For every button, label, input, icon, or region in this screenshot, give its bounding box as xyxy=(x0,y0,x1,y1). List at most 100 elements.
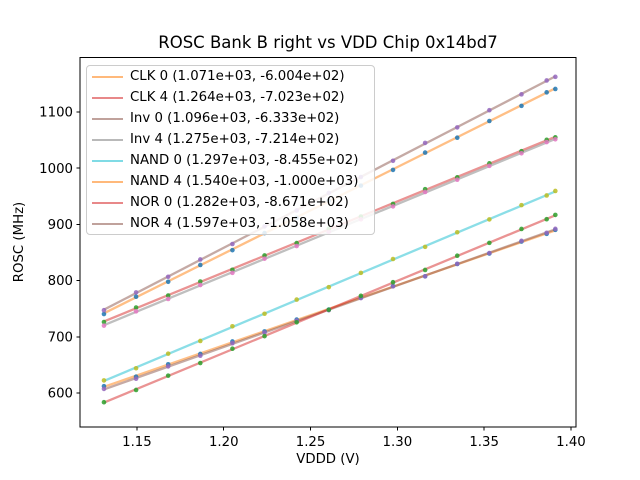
data-point xyxy=(230,241,235,247)
data-point xyxy=(390,279,396,285)
data-point xyxy=(454,253,460,258)
data-point xyxy=(165,274,171,280)
data-point xyxy=(294,297,299,302)
data-point xyxy=(198,279,203,284)
x-tick-label: 1.25 xyxy=(296,435,326,450)
data-point xyxy=(519,92,524,97)
legend-label: NAND 0 (1.297e+03, -8.455e+02) xyxy=(130,153,359,168)
data-point xyxy=(422,140,428,146)
legend-label: NAND 4 (1.540e+03, -1.000e+03) xyxy=(130,174,359,189)
data-point xyxy=(230,323,235,329)
y-tick-label: 700 xyxy=(48,330,73,345)
data-point xyxy=(487,250,492,256)
data-point xyxy=(422,189,428,195)
data-point xyxy=(326,307,332,313)
legend: CLK 0 (1.071e+03, -6.004e+02) CLK 4 (1.26… xyxy=(86,65,375,235)
data-point xyxy=(454,229,460,235)
data-point xyxy=(326,284,332,290)
plot-frame xyxy=(79,57,577,428)
data-point xyxy=(294,243,299,249)
data-point xyxy=(230,247,235,253)
data-point xyxy=(198,338,203,344)
legend-item: NAND 4 (1.540e+03, -1.000e+03) xyxy=(92,171,370,192)
legend-label: Inv 0 (1.096e+03, -6.333e+02) xyxy=(130,111,340,126)
data-point xyxy=(519,226,524,232)
data-point xyxy=(487,240,492,246)
data-point xyxy=(230,346,235,351)
data-point xyxy=(454,177,460,183)
data-point xyxy=(101,323,107,328)
data-point xyxy=(487,118,492,124)
data-point xyxy=(133,305,139,310)
data-point xyxy=(519,103,524,109)
data-point xyxy=(390,167,396,173)
data-point xyxy=(544,193,549,198)
data-point xyxy=(198,353,203,359)
y-tick-label: 800 xyxy=(48,274,73,289)
data-point xyxy=(165,296,171,302)
data-point xyxy=(133,376,139,382)
data-point xyxy=(422,273,428,279)
x-tick-label: 1.40 xyxy=(556,435,586,450)
data-point xyxy=(487,163,492,169)
data-point xyxy=(544,230,549,236)
data-point xyxy=(519,202,524,208)
x-axis-label: VDDD (V) xyxy=(296,452,360,467)
data-point xyxy=(553,212,558,218)
legend-line-swatch xyxy=(92,75,123,78)
x-tick-label: 1.15 xyxy=(122,435,152,450)
data-point xyxy=(358,270,364,276)
y-tick-label: 900 xyxy=(48,218,73,233)
data-point xyxy=(553,74,558,80)
data-point xyxy=(454,261,460,267)
data-point xyxy=(454,125,460,130)
legend-line-swatch xyxy=(92,138,123,141)
legend-label: CLK 0 (1.071e+03, -6.004e+02) xyxy=(130,69,345,84)
legend-label: NOR 0 (1.282e+03, -8.671e+02) xyxy=(130,195,349,210)
data-point xyxy=(230,340,235,346)
legend-label: Inv 4 (1.275e+03, -7.214e+02) xyxy=(130,132,340,147)
legend-item: Inv 0 (1.096e+03, -6.333e+02) xyxy=(92,108,370,129)
data-point xyxy=(487,217,492,222)
data-point xyxy=(133,294,139,300)
data-point xyxy=(198,282,203,288)
data-point xyxy=(198,360,203,366)
data-point xyxy=(544,78,549,83)
data-point xyxy=(165,279,171,285)
data-point xyxy=(553,137,558,142)
data-point xyxy=(294,319,299,325)
data-point xyxy=(390,204,396,209)
y-tick-label: 1000 xyxy=(39,162,73,177)
data-point xyxy=(230,270,235,276)
x-tick-label: 1.35 xyxy=(469,435,499,450)
data-point xyxy=(165,351,171,356)
data-point xyxy=(133,387,139,393)
data-point xyxy=(553,86,558,92)
data-point xyxy=(544,139,549,145)
legend-label: CLK 4 (1.264e+03, -7.023e+02) xyxy=(130,90,345,105)
data-point xyxy=(165,364,171,369)
data-point xyxy=(422,244,428,250)
data-point xyxy=(390,158,396,164)
data-point xyxy=(198,257,203,262)
chart-title: ROSC Bank B right vs VDD Chip 0x14bd7 xyxy=(158,33,498,52)
legend-line-swatch xyxy=(92,159,123,162)
data-point xyxy=(165,373,171,378)
x-tick-label: 1.20 xyxy=(209,435,239,450)
legend-line-swatch xyxy=(92,201,123,204)
data-point xyxy=(487,107,492,113)
data-point xyxy=(454,135,460,141)
data-point xyxy=(390,256,396,262)
legend-item: CLK 0 (1.071e+03, -6.004e+02) xyxy=(92,66,370,87)
legend-line-swatch xyxy=(92,180,123,183)
data-point xyxy=(422,267,428,273)
data-point xyxy=(198,262,203,268)
data-point xyxy=(101,399,107,405)
legend-item: NOR 4 (1.597e+03, -1.058e+03) xyxy=(92,213,370,234)
data-point xyxy=(553,226,558,232)
legend-line-swatch xyxy=(92,96,123,99)
data-point xyxy=(390,284,396,289)
legend-line-swatch xyxy=(92,117,123,120)
data-point xyxy=(262,330,267,335)
